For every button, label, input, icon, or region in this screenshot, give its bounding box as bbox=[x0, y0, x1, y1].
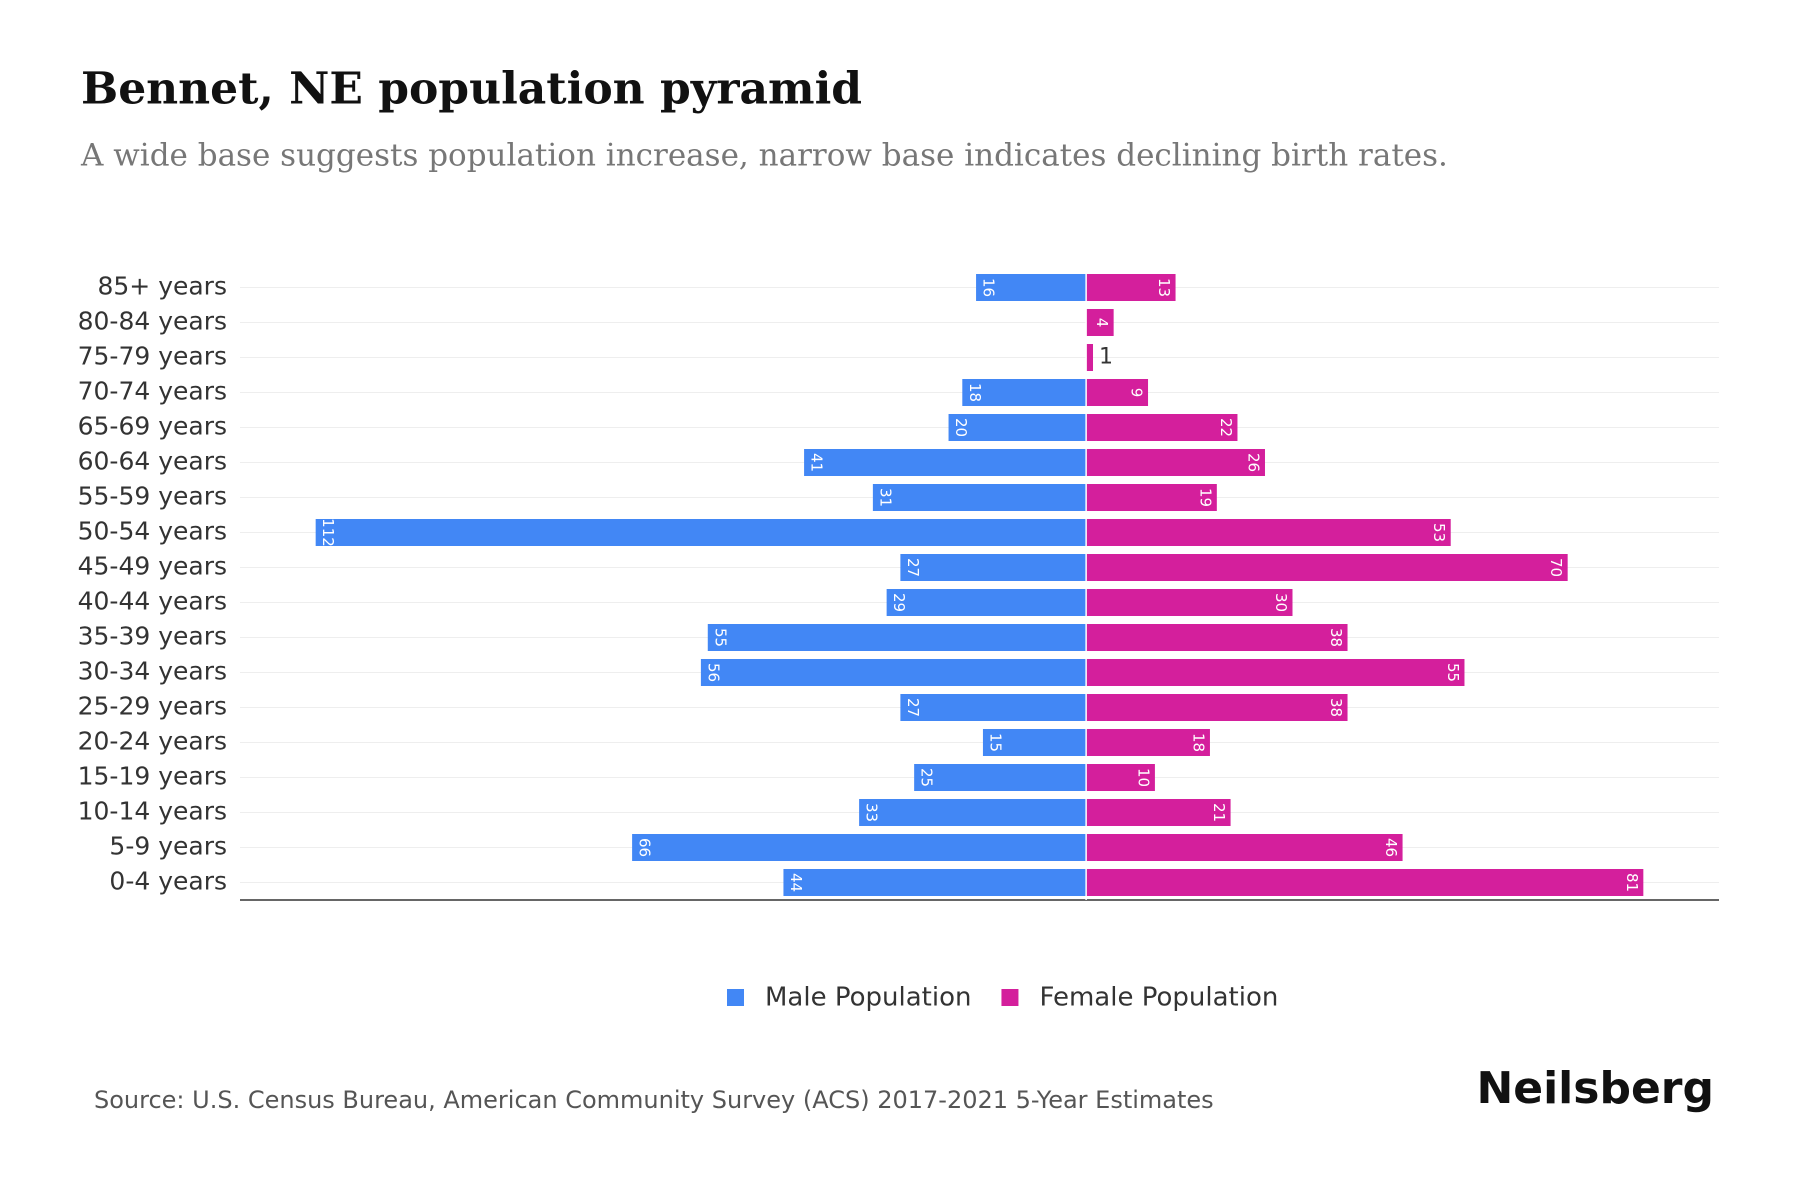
value-label: 70 bbox=[1547, 558, 1565, 577]
value-label: 31 bbox=[876, 488, 894, 507]
y-tick-label: 25-29 years bbox=[78, 692, 227, 721]
value-label: 20 bbox=[952, 418, 970, 437]
value-label: 16 bbox=[980, 278, 998, 297]
y-tick-label: 40-44 years bbox=[78, 587, 227, 616]
source-note: Source: U.S. Census Bureau, American Com… bbox=[94, 1086, 1214, 1114]
value-label: 4 bbox=[1093, 318, 1111, 328]
legend-label: Male Population bbox=[765, 983, 971, 1013]
y-tick-label: 45-49 years bbox=[78, 552, 227, 581]
y-tick-label: 35-39 years bbox=[78, 622, 227, 651]
bar bbox=[900, 554, 1087, 581]
bar bbox=[1086, 659, 1465, 686]
value-label: 38 bbox=[1327, 698, 1345, 717]
bar bbox=[1086, 869, 1644, 896]
y-tick-label: 85+ years bbox=[97, 272, 227, 301]
bar bbox=[1086, 589, 1293, 616]
y-tick-label: 70-74 years bbox=[78, 377, 227, 406]
y-tick-label: 5-9 years bbox=[109, 832, 227, 861]
value-label: 26 bbox=[1244, 453, 1262, 472]
bar bbox=[1086, 379, 1149, 406]
value-label: 30 bbox=[1272, 593, 1290, 612]
value-label: 112 bbox=[319, 518, 337, 547]
bar bbox=[914, 764, 1087, 791]
bar bbox=[886, 589, 1087, 616]
bar bbox=[872, 484, 1087, 511]
value-label: 10 bbox=[1134, 768, 1152, 787]
value-label: 18 bbox=[1189, 733, 1207, 752]
bar bbox=[1086, 799, 1231, 826]
bar bbox=[982, 729, 1087, 756]
y-tick-label: 60-64 years bbox=[78, 447, 227, 476]
bar bbox=[1086, 274, 1176, 301]
value-label: 53 bbox=[1430, 523, 1448, 542]
value-label: 46 bbox=[1382, 838, 1400, 857]
bar bbox=[783, 869, 1087, 896]
value-label: 33 bbox=[863, 803, 881, 822]
value-label: 56 bbox=[704, 663, 722, 682]
value-label: 55 bbox=[711, 628, 729, 647]
bar bbox=[976, 274, 1087, 301]
value-label: 81 bbox=[1623, 873, 1641, 892]
value-label: 15 bbox=[986, 733, 1004, 752]
value-label: 21 bbox=[1210, 803, 1228, 822]
value-label: 13 bbox=[1155, 278, 1173, 297]
y-tick-label: 80-84 years bbox=[78, 307, 227, 336]
bar bbox=[1086, 764, 1155, 791]
y-tick-label: 65-69 years bbox=[78, 412, 227, 441]
bar bbox=[1086, 624, 1348, 651]
bar bbox=[1086, 344, 1094, 371]
bar bbox=[962, 379, 1087, 406]
bar bbox=[900, 694, 1087, 721]
y-tick-label: 55-59 years bbox=[78, 482, 227, 511]
bar bbox=[1086, 729, 1210, 756]
bar bbox=[1086, 554, 1568, 581]
y-tick-label: 30-34 years bbox=[78, 657, 227, 686]
chart-title: Bennet, NE population pyramid bbox=[81, 64, 862, 115]
value-label: 9 bbox=[1128, 388, 1146, 398]
y-tick-label: 20-24 years bbox=[78, 727, 227, 756]
bar bbox=[315, 519, 1087, 546]
value-label: 19 bbox=[1196, 488, 1214, 507]
value-label: 55 bbox=[1444, 663, 1462, 682]
y-tick-label: 15-19 years bbox=[78, 762, 227, 791]
legend-swatch bbox=[727, 989, 744, 1006]
value-label: 27 bbox=[904, 698, 922, 717]
bar bbox=[859, 799, 1087, 826]
value-label: 25 bbox=[918, 768, 936, 787]
brand-logo: Neilsberg bbox=[1476, 1063, 1714, 1114]
legend-label: Female Population bbox=[1039, 983, 1278, 1013]
value-label: 1 bbox=[1099, 345, 1113, 370]
bar bbox=[804, 449, 1087, 476]
value-label: 44 bbox=[787, 873, 805, 892]
bar bbox=[1086, 449, 1265, 476]
bar bbox=[1086, 519, 1451, 546]
value-label: 38 bbox=[1327, 628, 1345, 647]
y-tick-label: 0-4 years bbox=[109, 867, 227, 896]
bar bbox=[948, 414, 1087, 441]
bar bbox=[1086, 694, 1348, 721]
bar bbox=[1086, 834, 1403, 861]
bar bbox=[700, 659, 1087, 686]
y-tick-label: 10-14 years bbox=[78, 797, 227, 826]
value-label: 66 bbox=[636, 838, 654, 857]
y-tick-label: 75-79 years bbox=[78, 342, 227, 371]
bar bbox=[632, 834, 1087, 861]
value-label: 27 bbox=[904, 558, 922, 577]
legend-swatch bbox=[1001, 989, 1019, 1006]
bar bbox=[1086, 484, 1217, 511]
value-label: 18 bbox=[966, 383, 984, 402]
value-label: 22 bbox=[1217, 418, 1235, 437]
chart-subtitle: A wide base suggests population increase… bbox=[80, 138, 1448, 174]
value-label: 29 bbox=[890, 593, 908, 612]
bar bbox=[1086, 414, 1238, 441]
y-tick-label: 50-54 years bbox=[78, 517, 227, 546]
bar bbox=[707, 624, 1087, 651]
bar bbox=[1086, 309, 1114, 336]
value-label: 41 bbox=[808, 453, 826, 472]
